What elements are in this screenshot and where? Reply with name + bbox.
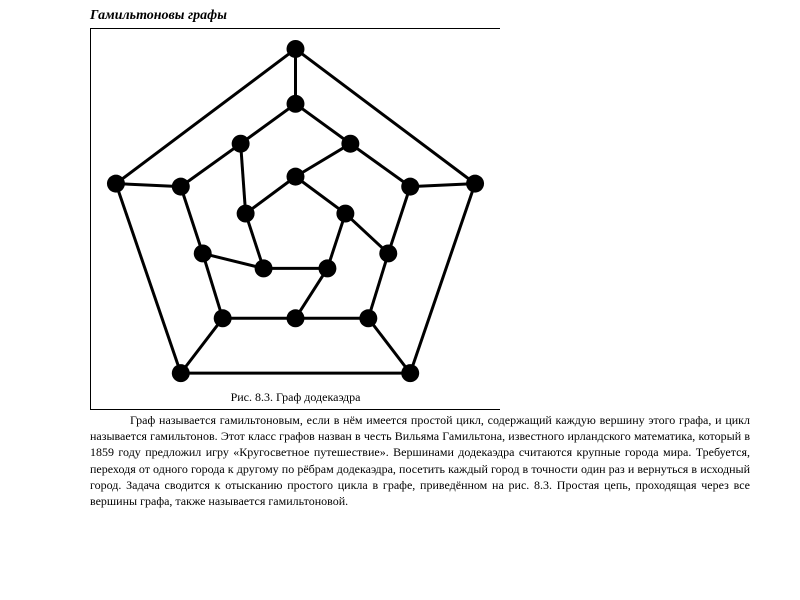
graph-node: [336, 205, 354, 223]
graph-node: [401, 178, 419, 196]
graph-edge: [181, 318, 223, 373]
graph-node: [232, 135, 250, 153]
graph-node: [172, 178, 190, 196]
graph-edge: [181, 144, 241, 187]
graph-edge: [296, 177, 346, 214]
graph-node: [107, 175, 125, 193]
graph-node: [341, 135, 359, 153]
graph-edge: [181, 187, 203, 254]
graph-node: [287, 168, 305, 186]
graph-edge: [296, 144, 351, 177]
graph-node: [359, 309, 377, 327]
page-title: Гамильтоновы графы: [40, 8, 760, 24]
figure-container: Рис. 8.3. Граф додекаэдра: [90, 28, 500, 410]
graph-node: [172, 364, 190, 382]
graph-edge: [410, 184, 475, 374]
figure-caption: Рис. 8.3. Граф додекаэдра: [91, 388, 500, 409]
graph-node: [287, 309, 305, 327]
graph-edge: [388, 187, 410, 254]
graph-edge: [116, 184, 181, 374]
graph-node: [466, 175, 484, 193]
graph-node: [287, 40, 305, 58]
graph-edge: [203, 253, 223, 318]
graph-node: [255, 259, 273, 277]
graph-edge: [368, 253, 388, 318]
graph-edge: [116, 49, 296, 184]
graph-node: [237, 205, 255, 223]
body-text-content: Граф называется гамильтоновым, если в нё…: [90, 413, 750, 508]
graph-node: [401, 364, 419, 382]
graph-node: [287, 95, 305, 113]
graph-edge: [296, 49, 476, 184]
graph-edge: [241, 104, 296, 144]
graph-edge: [350, 144, 410, 187]
graph-edge: [410, 184, 475, 187]
dodecahedron-graph: [91, 29, 500, 388]
graph-edge: [368, 318, 410, 373]
graph-edge: [296, 104, 351, 144]
graph-edge: [203, 253, 264, 268]
graph-node: [379, 244, 397, 262]
graph-edge: [241, 144, 246, 214]
graph-node: [214, 309, 232, 327]
graph-edge: [116, 184, 181, 187]
graph-node: [318, 259, 336, 277]
graph-node: [194, 244, 212, 262]
graph-edge: [246, 177, 296, 214]
body-paragraph: Граф называется гамильтоновым, если в нё…: [40, 412, 760, 509]
